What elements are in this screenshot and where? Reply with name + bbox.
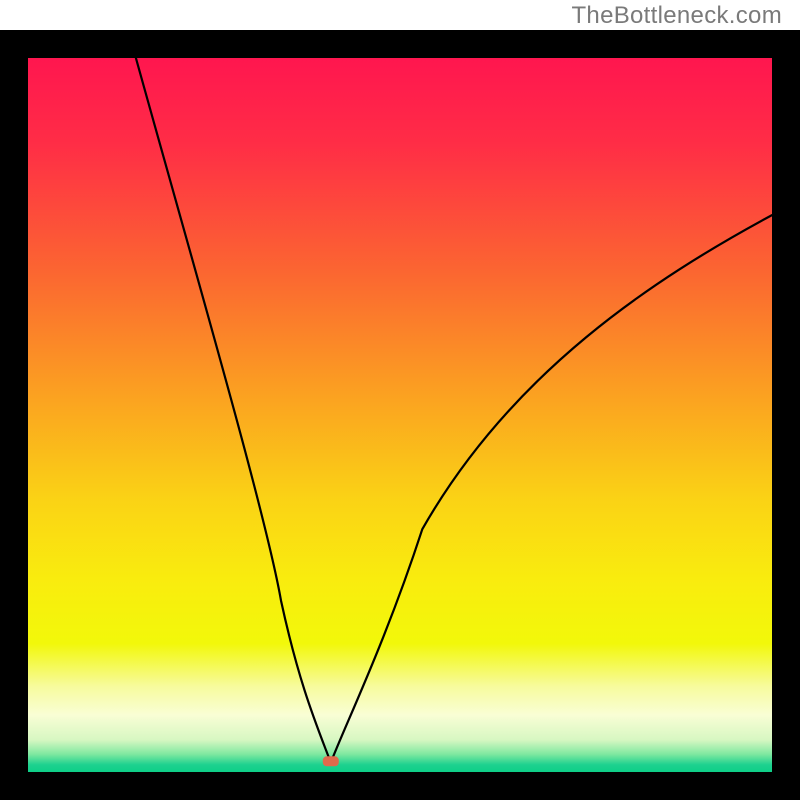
chart-frame	[0, 30, 800, 800]
watermark-text: TheBottleneck.com	[571, 2, 782, 30]
